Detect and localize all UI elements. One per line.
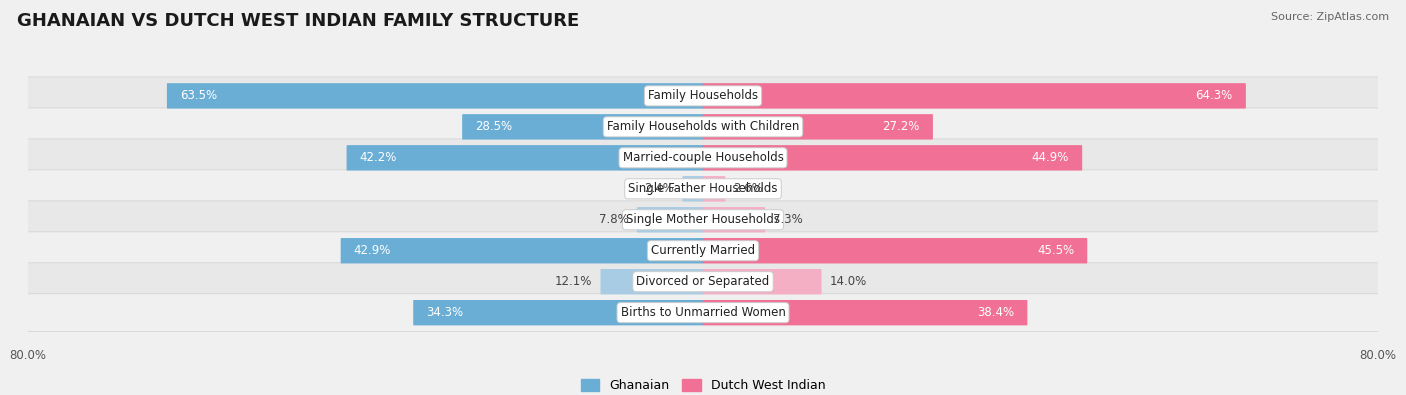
Text: 2.6%: 2.6% [734, 182, 763, 195]
Text: GHANAIAN VS DUTCH WEST INDIAN FAMILY STRUCTURE: GHANAIAN VS DUTCH WEST INDIAN FAMILY STR… [17, 12, 579, 30]
FancyBboxPatch shape [347, 145, 703, 171]
Text: 12.1%: 12.1% [555, 275, 592, 288]
FancyBboxPatch shape [703, 269, 821, 294]
FancyBboxPatch shape [27, 294, 1379, 331]
FancyBboxPatch shape [27, 201, 1379, 239]
FancyBboxPatch shape [27, 108, 1379, 146]
Text: Births to Unmarried Women: Births to Unmarried Women [620, 306, 786, 319]
Legend: Ghanaian, Dutch West Indian: Ghanaian, Dutch West Indian [575, 374, 831, 395]
Text: 42.2%: 42.2% [360, 151, 396, 164]
Text: Family Households with Children: Family Households with Children [607, 120, 799, 134]
FancyBboxPatch shape [27, 263, 1379, 301]
Text: 7.8%: 7.8% [599, 213, 628, 226]
FancyBboxPatch shape [703, 145, 1083, 171]
FancyBboxPatch shape [413, 300, 703, 325]
FancyBboxPatch shape [703, 83, 1246, 109]
Text: Single Father Households: Single Father Households [628, 182, 778, 195]
Text: 63.5%: 63.5% [180, 89, 217, 102]
Text: 7.3%: 7.3% [773, 213, 803, 226]
Text: Family Households: Family Households [648, 89, 758, 102]
FancyBboxPatch shape [703, 300, 1028, 325]
FancyBboxPatch shape [637, 207, 703, 233]
FancyBboxPatch shape [703, 238, 1087, 263]
Text: Source: ZipAtlas.com: Source: ZipAtlas.com [1271, 12, 1389, 22]
FancyBboxPatch shape [703, 114, 934, 139]
FancyBboxPatch shape [27, 77, 1379, 115]
Text: Single Mother Households: Single Mother Households [626, 213, 780, 226]
FancyBboxPatch shape [27, 139, 1379, 177]
Text: 14.0%: 14.0% [830, 275, 866, 288]
FancyBboxPatch shape [703, 207, 765, 233]
FancyBboxPatch shape [600, 269, 703, 294]
FancyBboxPatch shape [703, 176, 725, 201]
Text: 28.5%: 28.5% [475, 120, 512, 134]
Text: Married-couple Households: Married-couple Households [623, 151, 783, 164]
Text: Divorced or Separated: Divorced or Separated [637, 275, 769, 288]
FancyBboxPatch shape [27, 170, 1379, 208]
Text: 38.4%: 38.4% [977, 306, 1014, 319]
Text: 44.9%: 44.9% [1032, 151, 1069, 164]
Text: 64.3%: 64.3% [1195, 89, 1233, 102]
FancyBboxPatch shape [682, 176, 703, 201]
FancyBboxPatch shape [27, 232, 1379, 270]
FancyBboxPatch shape [167, 83, 703, 109]
Text: 2.4%: 2.4% [644, 182, 675, 195]
Text: 42.9%: 42.9% [354, 244, 391, 257]
Text: 34.3%: 34.3% [426, 306, 464, 319]
Text: 27.2%: 27.2% [883, 120, 920, 134]
Text: 45.5%: 45.5% [1038, 244, 1074, 257]
FancyBboxPatch shape [463, 114, 703, 139]
Text: Currently Married: Currently Married [651, 244, 755, 257]
FancyBboxPatch shape [340, 238, 703, 263]
